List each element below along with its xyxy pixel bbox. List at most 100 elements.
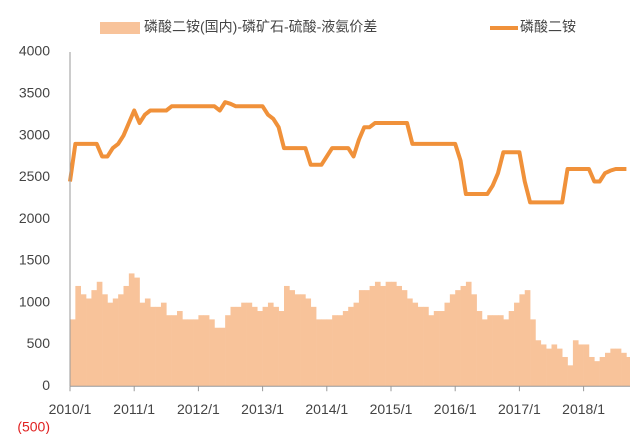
bar (193, 319, 199, 387)
bar (267, 302, 274, 387)
bar (225, 315, 231, 387)
bar (353, 302, 360, 387)
bar (342, 311, 349, 387)
bar (284, 285, 290, 387)
y-tick-label: 3500 (19, 84, 50, 100)
bar (310, 306, 317, 387)
y-tick-label: 0 (42, 377, 50, 393)
bar (572, 340, 579, 387)
bar (615, 348, 622, 387)
bar (300, 294, 306, 387)
y-tick-label: 3000 (19, 126, 50, 142)
bar (107, 302, 114, 387)
bar (150, 306, 156, 387)
bar (492, 315, 499, 387)
bar (230, 306, 237, 387)
bar (546, 348, 552, 387)
y-tick-label: 1500 (19, 252, 50, 268)
bar (551, 344, 558, 387)
bar (278, 311, 285, 387)
bar (444, 302, 451, 387)
bar (514, 302, 520, 387)
bar (605, 352, 611, 387)
x-tick-label: 2013/1 (241, 401, 284, 417)
bar (166, 315, 172, 387)
bar (476, 311, 483, 387)
bar (235, 306, 242, 387)
bar (187, 319, 194, 387)
bar (198, 315, 205, 387)
bar (203, 315, 210, 387)
bar (80, 294, 87, 387)
bar (439, 311, 445, 387)
bar (417, 306, 424, 387)
bar (401, 290, 408, 387)
bar (428, 315, 435, 387)
bar (374, 281, 381, 387)
bar (182, 319, 188, 387)
bar (332, 315, 338, 387)
bar (177, 311, 183, 387)
bar (610, 348, 616, 387)
bar (144, 298, 151, 387)
x-tick-label: 2015/1 (370, 401, 413, 417)
bar (337, 315, 344, 387)
bar (348, 306, 354, 387)
bar (358, 290, 365, 387)
x-tick-label: 2010/1 (49, 401, 92, 417)
bar (102, 294, 108, 387)
legend-label: 磷酸二铵 (520, 19, 576, 35)
bar (460, 285, 467, 387)
x-tick-label: 2018/1 (562, 401, 605, 417)
bar (96, 281, 103, 387)
y-tick-label: 500 (27, 335, 51, 351)
bar (241, 302, 247, 387)
bar (562, 356, 568, 387)
bar (246, 302, 253, 387)
bar (471, 294, 477, 387)
bar (385, 281, 392, 387)
bar (139, 302, 146, 387)
y-tick-label: 2000 (19, 210, 50, 226)
bar (487, 315, 493, 387)
bar (578, 344, 584, 387)
bar (75, 285, 81, 387)
bar (599, 356, 606, 387)
bar (567, 365, 574, 387)
bar (160, 302, 167, 387)
x-tick-label: 2014/1 (305, 401, 348, 417)
bar (134, 277, 140, 387)
x-tick-label: 2016/1 (434, 401, 477, 417)
y-tick-label: 2500 (19, 168, 50, 184)
bar (326, 319, 333, 387)
bar (214, 327, 221, 387)
bar (396, 285, 402, 387)
bar (481, 319, 488, 387)
y-tick-label: 4000 (19, 43, 50, 59)
bar (262, 306, 269, 387)
bar (128, 273, 135, 387)
bar (535, 340, 542, 387)
y-tick-label: (500) (17, 419, 50, 434)
line (68, 100, 627, 205)
bar (316, 319, 322, 387)
bar (508, 311, 515, 387)
bar (423, 306, 429, 387)
bar (465, 281, 472, 387)
bar (380, 285, 386, 387)
bar (498, 315, 504, 387)
bar (86, 298, 92, 387)
bar (219, 327, 226, 387)
bar (294, 294, 301, 387)
y-tick-label: 1000 (19, 293, 50, 309)
bar (455, 290, 461, 387)
bar (209, 319, 215, 387)
bar (519, 294, 526, 387)
bar (257, 311, 263, 387)
bar (305, 298, 312, 387)
bar (364, 290, 370, 387)
bar (556, 348, 563, 387)
legend-label: 磷酸二铵(国内)-磷矿石-硫酸-液氨价差 (144, 19, 377, 35)
bar (407, 298, 413, 387)
